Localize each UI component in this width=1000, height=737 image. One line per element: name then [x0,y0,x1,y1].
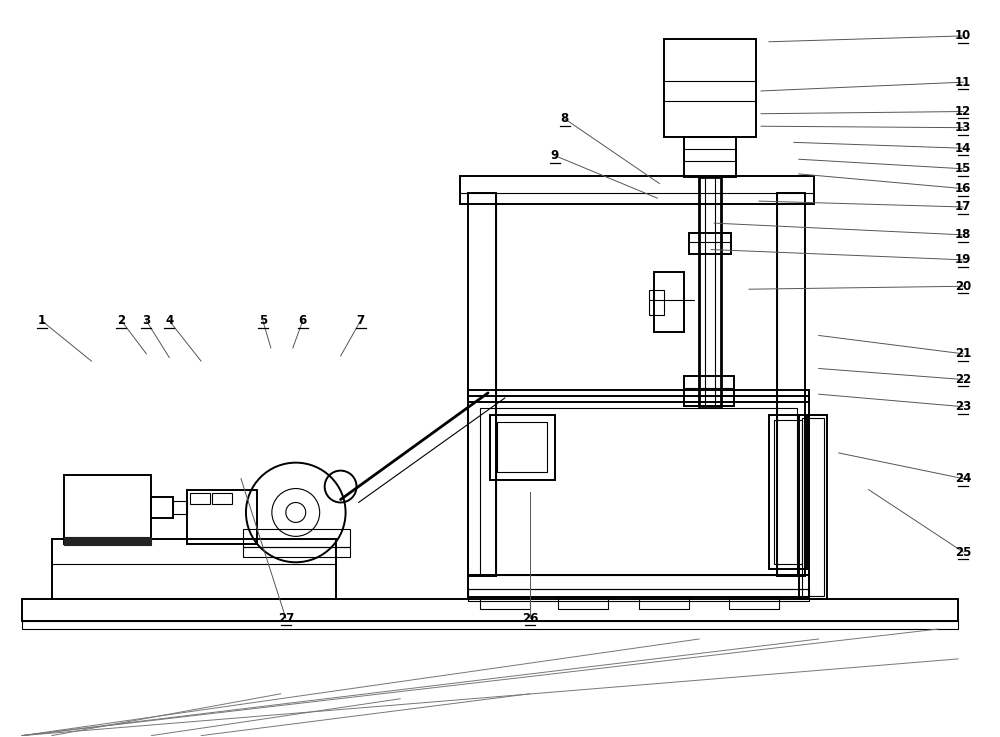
Bar [151,497,173,518]
Text: 19: 19 [955,254,971,266]
Text: 18: 18 [955,228,971,242]
Text: 9: 9 [551,149,559,162]
Text: 21: 21 [955,347,971,360]
Bar [799,415,827,599]
Bar [729,597,779,609]
Bar [689,232,731,254]
Bar [173,500,187,514]
Text: 25: 25 [955,545,971,559]
Bar [64,537,151,545]
Bar [22,621,958,629]
Text: 14: 14 [955,142,971,155]
Bar [243,529,350,548]
Bar [190,492,210,505]
Text: 5: 5 [259,314,267,327]
Text: 11: 11 [955,76,971,88]
Text: 12: 12 [955,105,971,118]
Bar [639,597,689,609]
Text: 13: 13 [955,121,971,134]
Bar [497,422,547,472]
Bar [664,39,756,137]
Text: 7: 7 [356,314,365,327]
Bar [52,539,336,599]
Text: 27: 27 [278,612,294,625]
Text: 2: 2 [117,314,125,327]
Bar [460,175,814,203]
Text: 6: 6 [299,314,307,327]
Text: 17: 17 [955,200,971,214]
Bar [480,408,797,575]
Bar [684,376,734,406]
Text: 24: 24 [955,472,971,485]
Bar [22,599,958,621]
Bar [769,415,807,569]
Text: 20: 20 [955,280,971,293]
Bar [774,420,802,565]
Text: 16: 16 [955,182,971,195]
Bar [468,589,809,601]
Bar [802,418,824,596]
Bar [468,192,496,576]
Bar [777,192,805,576]
Bar [468,396,809,575]
Bar [558,597,608,609]
Text: 1: 1 [38,314,46,327]
Bar [480,597,530,609]
Bar [654,273,684,332]
Text: 15: 15 [955,162,971,175]
Bar [490,415,555,480]
Text: 3: 3 [142,314,150,327]
Text: 4: 4 [165,314,173,327]
Text: 22: 22 [955,373,971,386]
Bar [468,390,809,402]
Bar [699,177,721,406]
Bar [187,489,257,545]
Bar [684,137,736,177]
Bar [243,548,350,557]
Text: 26: 26 [522,612,538,625]
Text: 10: 10 [955,29,971,43]
Bar [468,575,809,597]
Bar [649,290,664,315]
Text: 23: 23 [955,400,971,413]
Bar [212,492,232,505]
Text: 8: 8 [561,112,569,125]
Bar [64,475,151,545]
